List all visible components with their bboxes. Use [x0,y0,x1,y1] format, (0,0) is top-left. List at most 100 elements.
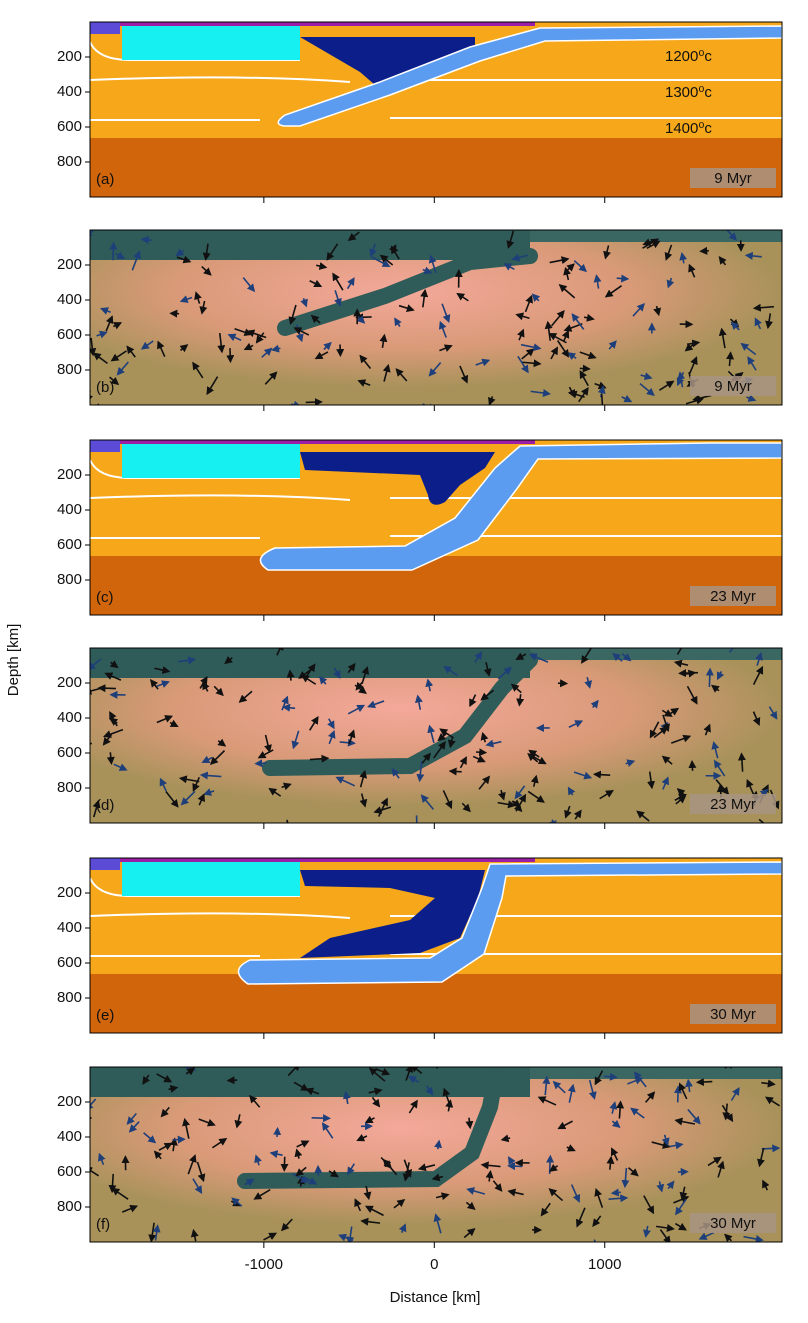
velocity-arrow [575,1207,586,1228]
velocity-arrow [466,1187,486,1195]
velocity-arrow [544,320,553,341]
velocity-arrow [346,1226,355,1242]
velocity-arrow [530,389,551,397]
velocity-arrow [678,669,698,678]
velocity-arrow [573,771,593,780]
continent [122,862,300,896]
velocity-arrow [548,819,557,823]
velocity-arrow [515,652,527,660]
velocity-arrow [649,721,660,739]
velocity-arrow [109,660,119,669]
y-tick-label: 200 [57,48,82,65]
velocity-arrow [707,1156,722,1167]
velocity-arrow [746,394,757,402]
velocity-arrow [781,821,782,823]
velocity-arrow [757,1147,765,1168]
velocity-arrow [752,665,764,685]
velocity-arrow [655,1223,675,1232]
velocity-arrow [447,738,456,749]
panel-label: (c) [96,589,114,606]
velocity-arrow [196,1161,206,1183]
time-label: 30 Myr [710,1215,756,1232]
velocity-arrow [211,1137,228,1149]
velocity-arrow [368,1067,386,1082]
velocity-arrow [658,380,675,391]
y-tick-label: 400 [57,709,82,726]
velocity-arrow [603,245,611,260]
velocity-arrow [192,776,200,792]
velocity-arrow [687,1108,701,1125]
velocity-arrow [599,790,614,800]
velocity-arrow [674,1117,696,1126]
velocity-arrow [474,651,483,663]
velocity-arrow [573,260,587,273]
velocity-arrow [636,810,650,822]
velocity-arrow [356,315,366,324]
velocity-arrow [480,1161,501,1170]
velocity-arrow [231,1197,243,1207]
velocity-arrow [339,738,356,747]
velocity-arrow [669,1141,684,1150]
panel: 9 Myr (b) [90,230,782,405]
sediment-wedge [300,37,475,85]
velocity-arrow [653,305,662,317]
sediment-wedge [300,452,495,505]
velocity-arrow [300,298,308,308]
velocity-arrow [659,1229,671,1242]
velocity-arrow [342,1090,351,1105]
lithosphere-strip [90,22,535,26]
velocity-arrow [90,1166,100,1177]
velocity-arrow [674,794,687,802]
velocity-arrow [154,666,171,674]
velocity-arrow [110,350,127,362]
velocity-arrow [176,255,192,264]
velocity-arrow [666,277,675,289]
velocity-arrow [318,675,328,685]
velocity-arrow [203,788,215,796]
velocity-arrow [286,669,295,681]
velocity-arrow [717,1160,725,1178]
y-axis-label: Depth [km] [5,624,22,697]
velocity-arrow [165,791,179,808]
y-tick-label: 600 [57,954,82,971]
velocity-arrow [357,379,371,387]
velocity-arrow [246,329,267,339]
velocity-arrow [300,674,317,685]
velocity-arrow [234,1114,243,1129]
velocity-arrow [492,1180,503,1192]
velocity-arrow [661,709,673,717]
velocity-arrow [126,345,136,358]
velocity-arrow [238,690,253,703]
lithosphere [90,1067,530,1097]
velocity-arrow [271,344,281,353]
velocity-arrow [609,1101,618,1114]
y-tick-label: 800 [57,989,82,1006]
velocity-arrow [666,1180,675,1190]
velocity-arrow [593,274,602,289]
velocity-arrow [445,1099,454,1112]
velocity-arrow [647,771,656,790]
velocity-arrow [371,1096,381,1108]
velocity-arrow [604,1072,618,1081]
velocity-arrow [97,684,116,693]
velocity-arrow [578,387,589,403]
velocity-arrow [431,1173,444,1182]
continent [122,444,300,478]
velocity-arrow [627,1076,644,1085]
velocity-arrow [244,1178,255,1187]
velocity-arrow [579,364,591,373]
velocity-arrow [327,718,335,730]
lower-mantle [90,138,782,197]
velocity-arrow [670,734,692,744]
velocity-arrow [677,371,686,388]
velocity-arrow [292,1172,309,1183]
velocity-arrow [726,351,735,367]
time-box [690,168,776,188]
velocity-arrow [410,1067,423,1074]
velocity-arrow [643,1225,651,1238]
velocity-arrow [175,248,185,257]
panel: 30 Myr (f) [90,1067,782,1242]
velocity-arrow [111,1187,129,1200]
velocity-arrow [202,243,211,261]
panel-label: (f) [96,1216,110,1233]
